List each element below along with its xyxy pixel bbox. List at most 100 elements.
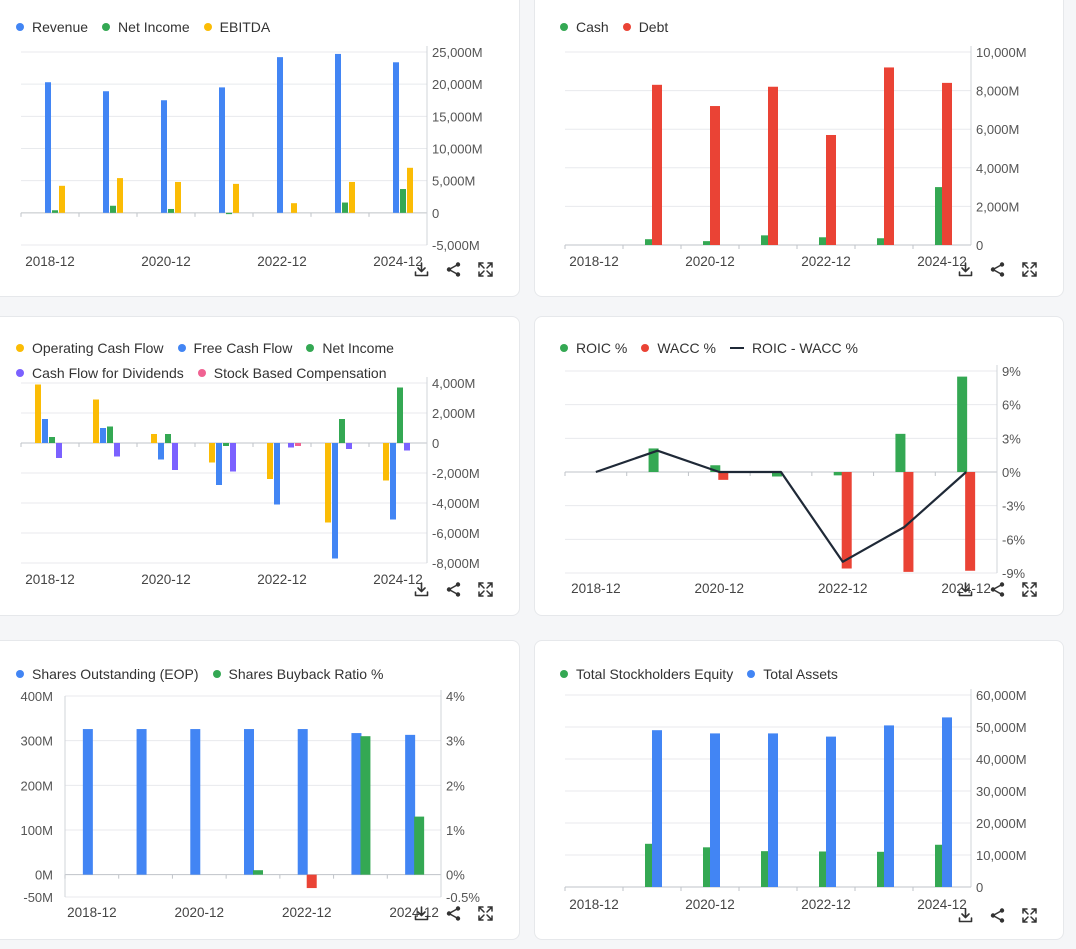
bar-roic-pct-2023-12[interactable] [895,433,906,472]
bar-cash-flow-for-dividends-2022-12[interactable] [288,443,294,448]
bar-revenue-2024-12[interactable] [393,62,399,213]
legend-item-roic-pct[interactable]: ROIC % [560,340,627,356]
bar-operating-cash-flow-2023-12[interactable] [325,443,331,523]
bar-wacc-pct-2023-12[interactable] [903,472,914,572]
bar-total-stockholders-equity-2024-12[interactable] [935,844,945,887]
bar-shares-outstanding-eop-2022-12[interactable] [297,729,308,875]
legend-item-cash-flow-for-dividends[interactable]: Cash Flow for Dividends [16,365,184,381]
bar-free-cash-flow-2022-12[interactable] [274,443,280,505]
bar-wacc-pct-2020-12[interactable] [718,472,729,480]
expand-icon[interactable] [1019,905,1039,925]
bar-revenue-2020-12[interactable] [161,100,167,213]
bar-free-cash-flow-2021-12[interactable] [216,443,222,485]
bar-total-assets-2019-12[interactable] [652,730,662,887]
bar-wacc-pct-2022-12[interactable] [841,472,852,569]
legend-item-stock-based-compensation[interactable]: Stock Based Compensation [197,365,387,381]
bar-ebitda-2018-12[interactable] [59,185,65,213]
bar-operating-cash-flow-2019-12[interactable] [93,399,99,444]
bar-shares-outstanding-eop-2018-12[interactable] [82,729,93,875]
bar-total-assets-2022-12[interactable] [826,736,836,887]
bar-roic-pct-2021-12[interactable] [772,472,782,477]
bar-ebitda-2022-12[interactable] [291,203,297,213]
bar-total-stockholders-equity-2023-12[interactable] [877,851,887,887]
bar-shares-outstanding-eop-2020-12[interactable] [190,729,201,875]
legend-item-ebitda[interactable]: EBITDA [203,19,270,35]
bar-total-stockholders-equity-2021-12[interactable] [761,851,771,887]
bar-revenue-2023-12[interactable] [335,53,341,213]
bar-cash-2020-12[interactable] [703,241,713,245]
bar-free-cash-flow-2018-12[interactable] [42,419,48,443]
legend-item-total-stockholders-equity[interactable]: Total Stockholders Equity [560,666,733,682]
bar-shares-buyback-ratio-pct-2023-12[interactable] [360,736,371,875]
bar-cash-2019-12[interactable] [645,239,655,245]
bar-shares-buyback-ratio-pct-2024-12[interactable] [414,816,425,875]
bar-debt-2019-12[interactable] [652,84,662,245]
bar-debt-2022-12[interactable] [826,134,836,245]
bar-total-assets-2020-12[interactable] [710,733,720,887]
line-roic-minus-wacc[interactable] [595,449,967,563]
bar-cash-flow-for-dividends-2024-12[interactable] [404,443,410,451]
bar-debt-2024-12[interactable] [942,82,952,245]
expand-icon[interactable] [475,579,495,599]
bar-total-assets-2024-12[interactable] [942,717,952,887]
bar-shares-buyback-ratio-pct-2021-12[interactable] [253,870,263,875]
expand-icon[interactable] [475,259,495,279]
bar-net-income-2021-12[interactable] [223,443,229,446]
bar-debt-2020-12[interactable] [710,106,720,245]
bar-operating-cash-flow-2021-12[interactable] [209,443,215,463]
bar-shares-buyback-ratio-pct-2022-12[interactable] [306,874,317,889]
bar-total-assets-2023-12[interactable] [884,725,894,887]
bar-cash-flow-for-dividends-2021-12[interactable] [230,443,236,472]
bar-shares-outstanding-eop-2024-12[interactable] [405,734,416,875]
legend-item-shares-outstanding-eop[interactable]: Shares Outstanding (EOP) [16,666,199,682]
bar-total-assets-2021-12[interactable] [768,733,778,887]
bar-cash-flow-for-dividends-2018-12[interactable] [56,443,62,458]
bar-roic-pct-2022-12[interactable] [833,472,844,476]
bar-total-stockholders-equity-2022-12[interactable] [819,851,829,887]
share-icon[interactable] [987,905,1007,925]
bar-ebitda-2024-12[interactable] [407,167,413,213]
bar-net-income-2019-12[interactable] [110,205,116,213]
expand-icon[interactable] [1019,259,1039,279]
bar-cash-2024-12[interactable] [935,187,945,245]
bar-ebitda-2023-12[interactable] [349,181,355,213]
share-icon[interactable] [443,903,463,923]
bar-net-income-2023-12[interactable] [342,202,348,213]
bar-ebitda-2021-12[interactable] [233,183,239,213]
bar-debt-2023-12[interactable] [884,67,894,245]
bar-net-income-2021-12[interactable] [226,212,232,215]
bar-operating-cash-flow-2022-12[interactable] [267,443,273,479]
legend-item-operating-cash-flow[interactable]: Operating Cash Flow [16,340,164,356]
share-icon[interactable] [987,579,1007,599]
bar-net-income-2024-12[interactable] [400,189,406,213]
bar-free-cash-flow-2024-12[interactable] [390,443,396,520]
bar-cash-2023-12[interactable] [877,238,887,245]
share-icon[interactable] [443,579,463,599]
bar-cash-2022-12[interactable] [819,237,829,245]
bar-shares-outstanding-eop-2019-12[interactable] [136,729,147,875]
bar-net-income-2020-12[interactable] [165,434,171,443]
bar-cash-flow-for-dividends-2023-12[interactable] [346,443,352,449]
share-icon[interactable] [987,259,1007,279]
legend-item-net-income[interactable]: Net Income [306,340,394,356]
download-icon[interactable] [411,903,431,923]
bar-roic-pct-2020-12[interactable] [710,465,721,472]
bar-net-income-2019-12[interactable] [107,426,113,444]
legend-item-cash[interactable]: Cash [560,19,609,35]
bar-net-income-2018-12[interactable] [49,437,55,443]
legend-item-roic-wacc-pct[interactable]: ROIC - WACC % [729,340,858,356]
bar-free-cash-flow-2019-12[interactable] [100,428,106,443]
legend-item-net-income[interactable]: Net Income [102,19,190,35]
bar-cash-2021-12[interactable] [761,235,771,245]
legend-item-revenue[interactable]: Revenue [16,19,88,35]
bar-revenue-2021-12[interactable] [219,87,225,213]
legend-item-total-assets[interactable]: Total Assets [747,666,838,682]
bar-shares-outstanding-eop-2021-12[interactable] [244,729,254,875]
bar-cash-flow-for-dividends-2020-12[interactable] [172,443,178,470]
bar-net-income-2024-12[interactable] [397,387,403,444]
bar-revenue-2019-12[interactable] [103,91,109,213]
bar-total-stockholders-equity-2020-12[interactable] [703,847,713,887]
bar-shares-outstanding-eop-2023-12[interactable] [351,733,362,875]
bar-total-stockholders-equity-2019-12[interactable] [645,843,655,887]
bar-cash-flow-for-dividends-2019-12[interactable] [114,443,120,457]
